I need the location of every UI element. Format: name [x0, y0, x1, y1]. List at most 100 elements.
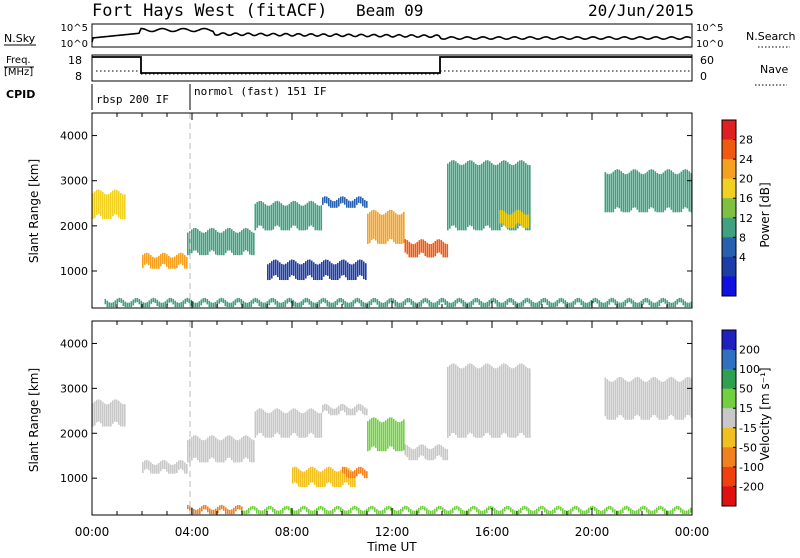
velocity-cell	[258, 408, 261, 433]
power-region-2	[187, 227, 255, 256]
velocity-cell	[552, 509, 554, 515]
power-cell	[328, 301, 331, 308]
velocity-cell	[318, 506, 320, 511]
velocity-cell	[356, 506, 358, 511]
velocity-cell	[241, 437, 243, 463]
velocity-cell	[288, 506, 290, 511]
velocity-cell	[356, 404, 358, 413]
power-cell	[672, 172, 675, 213]
power-cell	[444, 299, 447, 305]
power-cell	[334, 301, 337, 308]
velocity-cell	[578, 507, 580, 513]
velocity-cell	[668, 510, 670, 515]
power-cell	[515, 210, 518, 225]
velocity-cell	[448, 510, 450, 515]
velocity-cell	[458, 506, 460, 511]
power-cell	[306, 297, 309, 303]
power-cell	[308, 201, 311, 227]
velocity-cell	[203, 505, 205, 510]
velocity-cell	[300, 470, 302, 488]
velocity-region-11	[187, 504, 243, 515]
velocity-cell	[678, 506, 680, 510]
velocity-cell	[616, 378, 619, 418]
velocity-region-8	[604, 376, 693, 420]
cpid-segment-2: normol (fast) 151 IF	[194, 85, 326, 98]
power-cell	[448, 302, 451, 308]
power-cell	[511, 165, 513, 231]
power-cell	[286, 205, 289, 231]
power-cell	[144, 302, 147, 308]
velocity-cell	[674, 379, 677, 420]
velocity-cell	[306, 410, 309, 437]
velocity-cell	[544, 507, 546, 513]
velocity-colorbar-frame	[721, 329, 737, 507]
power-cell	[432, 242, 435, 258]
velocity-cell	[624, 380, 627, 420]
power-cell	[414, 302, 417, 308]
power-cell	[572, 300, 575, 308]
velocity-cell	[642, 381, 645, 420]
power-cell	[120, 193, 122, 220]
velocity-cell	[342, 403, 344, 411]
power-cell	[374, 298, 377, 303]
velocity-cell	[346, 406, 348, 416]
velocity-cell	[414, 510, 416, 515]
velocity-cell	[503, 363, 505, 433]
velocity-cell	[654, 509, 656, 515]
velocity-cell	[274, 408, 277, 434]
velocity-cell	[618, 510, 620, 515]
power-cell	[112, 302, 115, 308]
power-cell	[373, 209, 375, 239]
power-cell	[662, 172, 665, 213]
power-cell	[336, 299, 339, 306]
power-cell	[568, 302, 571, 308]
power-y-axis: 4000 3000 2000 1000	[60, 130, 692, 278]
velocity-cell	[664, 380, 667, 420]
power-cell	[293, 259, 295, 276]
velocity-cell	[322, 470, 324, 488]
power-cell	[668, 302, 671, 308]
velocity-cell	[330, 467, 332, 484]
power-cell	[283, 264, 285, 281]
power-cell	[348, 200, 350, 208]
power-cell	[313, 262, 315, 280]
velocity-cell	[476, 507, 478, 513]
velocity-cell	[558, 505, 560, 510]
velocity-region-7	[447, 363, 531, 438]
velocity-cell	[451, 363, 453, 434]
power-cell	[287, 262, 289, 280]
power-cell	[322, 197, 324, 205]
power-cell	[356, 197, 358, 205]
velocity-cell	[310, 466, 312, 483]
power-cell	[380, 302, 383, 308]
power-cell	[394, 300, 397, 307]
velocity-cell	[592, 505, 594, 510]
velocity-cell	[150, 462, 152, 474]
velocity-cell	[253, 440, 255, 463]
velocity-cell	[98, 399, 100, 422]
power-cell	[596, 298, 599, 304]
freq-tick-top: 18	[68, 54, 82, 67]
power-cell	[317, 264, 319, 281]
cpid-label: CPID	[6, 88, 35, 101]
velocity-cell	[646, 507, 648, 513]
power-cell	[274, 201, 277, 227]
power-cell	[608, 299, 611, 305]
velocity-cell	[348, 470, 350, 479]
power-cell	[292, 299, 295, 307]
power-cell	[680, 298, 683, 303]
velocity-cell	[404, 444, 407, 456]
velocity-cell	[336, 407, 338, 416]
power-cell	[108, 193, 110, 220]
power-cell	[386, 300, 389, 307]
power-cell	[664, 170, 667, 211]
power-cell	[391, 210, 393, 240]
velocity-cell	[356, 468, 358, 477]
velocity-cell	[388, 505, 390, 510]
power-cell	[660, 298, 663, 304]
velocity-cell	[465, 366, 467, 438]
power-cell	[686, 302, 689, 308]
power-cell	[124, 194, 126, 220]
power-cell	[538, 300, 541, 308]
power-cell	[291, 259, 293, 276]
